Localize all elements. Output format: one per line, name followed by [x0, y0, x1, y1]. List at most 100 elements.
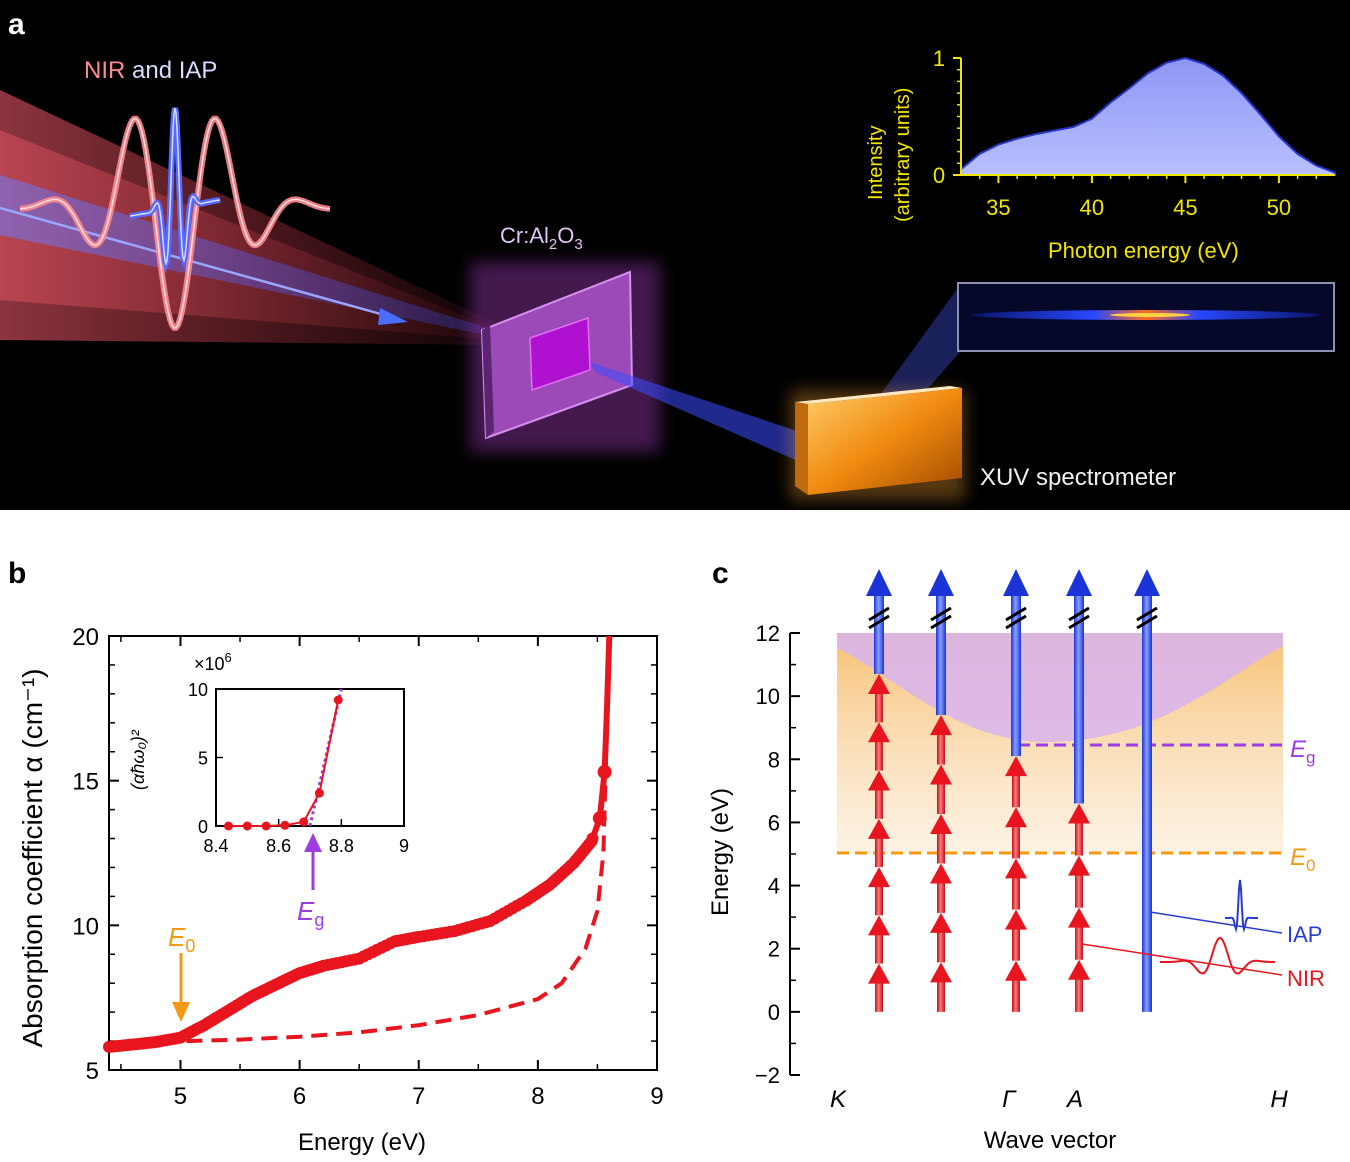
- sample-label: Cr:Al2O3: [500, 223, 583, 253]
- bi-marker: [261, 821, 271, 831]
- e0-arrowhead: [172, 1002, 190, 1022]
- b-x-tick-label: 5: [174, 1083, 187, 1110]
- nir-photon-arrowhead: [1005, 756, 1027, 777]
- panel-a-label: a: [8, 8, 25, 41]
- iap-arrowhead: [866, 569, 892, 596]
- panel-c-label: c: [712, 557, 729, 590]
- b-marker: [597, 765, 612, 779]
- axis-break-mark: [1136, 614, 1158, 630]
- nir-photon-arrowhead: [1068, 959, 1090, 980]
- b-x-tick-label: 8: [531, 1083, 544, 1110]
- nir-photon-shaft: [937, 974, 945, 1012]
- nir-photon-arrowhead: [930, 715, 952, 736]
- nir-photon-shaft: [875, 927, 883, 964]
- inset-ticks: 8.4 8.6 8.8 9 0 5 10: [188, 680, 409, 856]
- b-y-tick-label: 5: [86, 1058, 99, 1085]
- nir-pulse-icon: [1160, 936, 1275, 975]
- sample-edge: [482, 325, 494, 438]
- iap-photon-bar: [1142, 588, 1152, 1012]
- c-y-tick-label: 2: [768, 937, 780, 962]
- b-marker: [586, 832, 599, 845]
- panel-c: c −2 0 2 4 6 8 10 12 Eg E0 IAP NIR K Γ A H Wave…: [707, 557, 1325, 1154]
- nir-label: NIR: [1287, 966, 1325, 991]
- inset-ticks: 35 40 45 50 0 1: [933, 46, 1318, 220]
- axis-break-mark: [868, 606, 890, 622]
- spectrometer-top: [795, 386, 962, 404]
- nir-photon-shaft: [875, 686, 883, 723]
- axis-break-mark: [930, 614, 952, 630]
- panel-b-x-label: Energy (eV): [298, 1129, 426, 1156]
- c-eg-annotation: Eg: [1290, 736, 1315, 767]
- beam-label: NIR and IAP: [84, 57, 217, 84]
- nir-photon-arrowhead: [868, 818, 890, 839]
- nir-callout-line: [1081, 943, 1283, 976]
- inset-x-tick-label: 35: [986, 195, 1010, 220]
- panel-b: b 5 6 7 8 9 5 10 15 20 Energy (eV) Absorption co…: [8, 557, 664, 1156]
- axis-break-mark: [1068, 606, 1090, 622]
- nir-photon-arrowhead: [868, 867, 890, 888]
- xuv-beam: [590, 362, 800, 462]
- beam-arrowhead: [378, 308, 408, 325]
- panel-b-inset: 8.4 8.6 8.8 9 0 5 10 ×106 (αħω₀)² Eg: [128, 650, 409, 930]
- sample-crystal: [470, 262, 660, 452]
- panel-c-x-label: Wave vector: [984, 1127, 1116, 1154]
- xuv-spectrometer: [790, 386, 965, 500]
- b-marker: [592, 811, 607, 826]
- axis-break-mark: [1005, 606, 1027, 622]
- nir-photon-arrowhead: [930, 962, 952, 983]
- nir-photon-arrowhead: [1068, 907, 1090, 928]
- transition-arrows: [866, 569, 1160, 1012]
- panel-b-frame: [108, 635, 658, 1071]
- nir-photon-shaft: [1012, 819, 1020, 859]
- nir-waveform-highlight: [19, 117, 331, 329]
- bi-y-tick-label: 5: [198, 749, 208, 769]
- c-e0-annotation: E0: [1290, 844, 1315, 875]
- nir-photon-shaft: [875, 830, 883, 868]
- kpoint-h: H: [1270, 1086, 1288, 1113]
- nir-photon-shaft: [1012, 921, 1020, 961]
- c-y-tick-label: 4: [768, 874, 780, 899]
- inset-y-tick-label: 0: [933, 163, 945, 188]
- e0-annotation: E0: [168, 922, 195, 956]
- iap-callout-line: [1149, 911, 1283, 934]
- detector-image: [957, 282, 1335, 352]
- nir-photon-shaft: [875, 879, 883, 916]
- nir-photon-shaft: [1075, 919, 1083, 960]
- b-y-tick-label: 10: [72, 913, 99, 940]
- iap-waveform-highlight: [129, 107, 221, 266]
- c-y-tick-label: 0: [768, 1000, 780, 1025]
- eg-annotation: Eg: [297, 896, 324, 930]
- inset-x-tick-label: 50: [1267, 195, 1291, 220]
- iap-label: IAP: [1287, 922, 1322, 947]
- measured-markers: [103, 765, 612, 1053]
- panel-c-y-label: Energy (eV): [707, 788, 734, 916]
- iap-photon-bar: [936, 588, 946, 716]
- spectrometer-label: XUV spectrometer: [980, 464, 1176, 491]
- nir-photon-arrowhead: [868, 722, 890, 743]
- nir-photon-shaft: [1012, 972, 1020, 1012]
- bi-marker: [299, 817, 309, 827]
- iap-photon-bar: [1074, 588, 1084, 804]
- b-x-tick-label: 6: [293, 1083, 306, 1110]
- beam-label-iap: and IAP: [125, 57, 217, 84]
- beam-axis: [0, 206, 396, 320]
- inset-y-label-1: Intensity: [865, 126, 887, 200]
- nir-photon-arrowhead: [930, 814, 952, 835]
- inset-x-tick-label: 40: [1080, 195, 1104, 220]
- c-y-tick-label: 6: [768, 810, 780, 835]
- bi-marker: [242, 821, 252, 831]
- nir-photon-arrowhead: [930, 863, 952, 884]
- nir-photon-shaft: [937, 776, 945, 815]
- nir-beam-inner: [0, 130, 500, 340]
- panel-b-label: b: [8, 557, 26, 590]
- panel-b-y-label: Absorption coefficient α (cm⁻¹): [17, 668, 48, 1047]
- nir-photon-shaft: [937, 727, 945, 765]
- spectrometer-side: [795, 402, 808, 495]
- bi-x-tick-label: 8.8: [329, 836, 354, 856]
- inset-frame: [215, 688, 405, 827]
- panel-a: a NIR and IAP Cr:Al2O3: [0, 0, 1350, 510]
- bi-marker: [314, 788, 324, 798]
- iap-pulse-icon: [1225, 879, 1258, 934]
- panel-c-ticks: −2 0 2 4 6 8 10 12: [755, 621, 800, 1088]
